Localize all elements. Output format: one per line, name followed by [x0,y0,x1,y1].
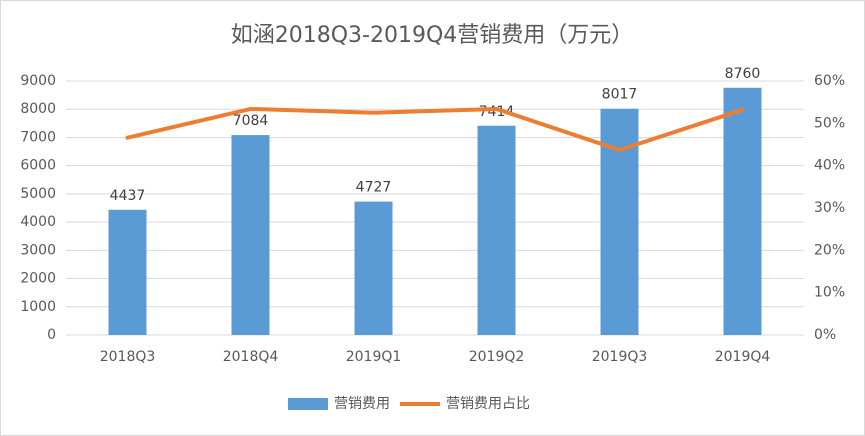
y-tick-label: 3000 [20,242,56,258]
y-tick-label: 2000 [20,271,56,287]
x-tick-label: 2019Q3 [592,349,648,365]
value-label: 8017 [602,87,638,103]
y-tick-label: 7000 [20,129,56,145]
legend-swatch [288,398,328,410]
bar [354,201,393,335]
x-tick-label: 2019Q2 [469,349,525,365]
value-label: 4437 [110,188,146,204]
y-tick-label: 9000 [20,73,56,89]
y2-tick-label: 30% [814,200,845,216]
y2-tick-label: 50% [814,115,845,131]
value-label: 7084 [233,113,269,129]
value-label: 4727 [356,180,392,196]
bar [108,209,147,335]
bar [477,125,516,336]
y-tick-label: 8000 [20,101,56,117]
y2-tick-label: 40% [814,158,845,174]
bar [231,135,270,335]
y2-tick-label: 60% [814,73,845,89]
legend-label: 营销费用占比 [446,396,530,412]
y-tick-label: 1000 [20,299,56,315]
x-tick-label: 2019Q1 [346,349,402,365]
bar [723,87,762,335]
x-tick-label: 2018Q4 [223,349,279,365]
y-tick-label: 6000 [20,158,56,174]
y2-tick-label: 20% [814,242,845,258]
value-label: 8760 [725,66,761,82]
y2-tick-label: 0% [814,327,836,343]
line [125,106,745,153]
y2-tick-label: 10% [814,285,845,301]
chart-title: 如涵2018Q3-2019Q4营销费用（万元） [231,23,634,48]
bar [600,108,639,335]
y-tick-label: 5000 [20,186,56,202]
x-tick-label: 2019Q4 [715,349,771,365]
y-tick-label: 4000 [20,214,56,230]
legend-label: 营销费用 [334,396,390,412]
y-tick-label: 0 [47,327,56,343]
x-tick-label: 2018Q3 [100,349,156,365]
